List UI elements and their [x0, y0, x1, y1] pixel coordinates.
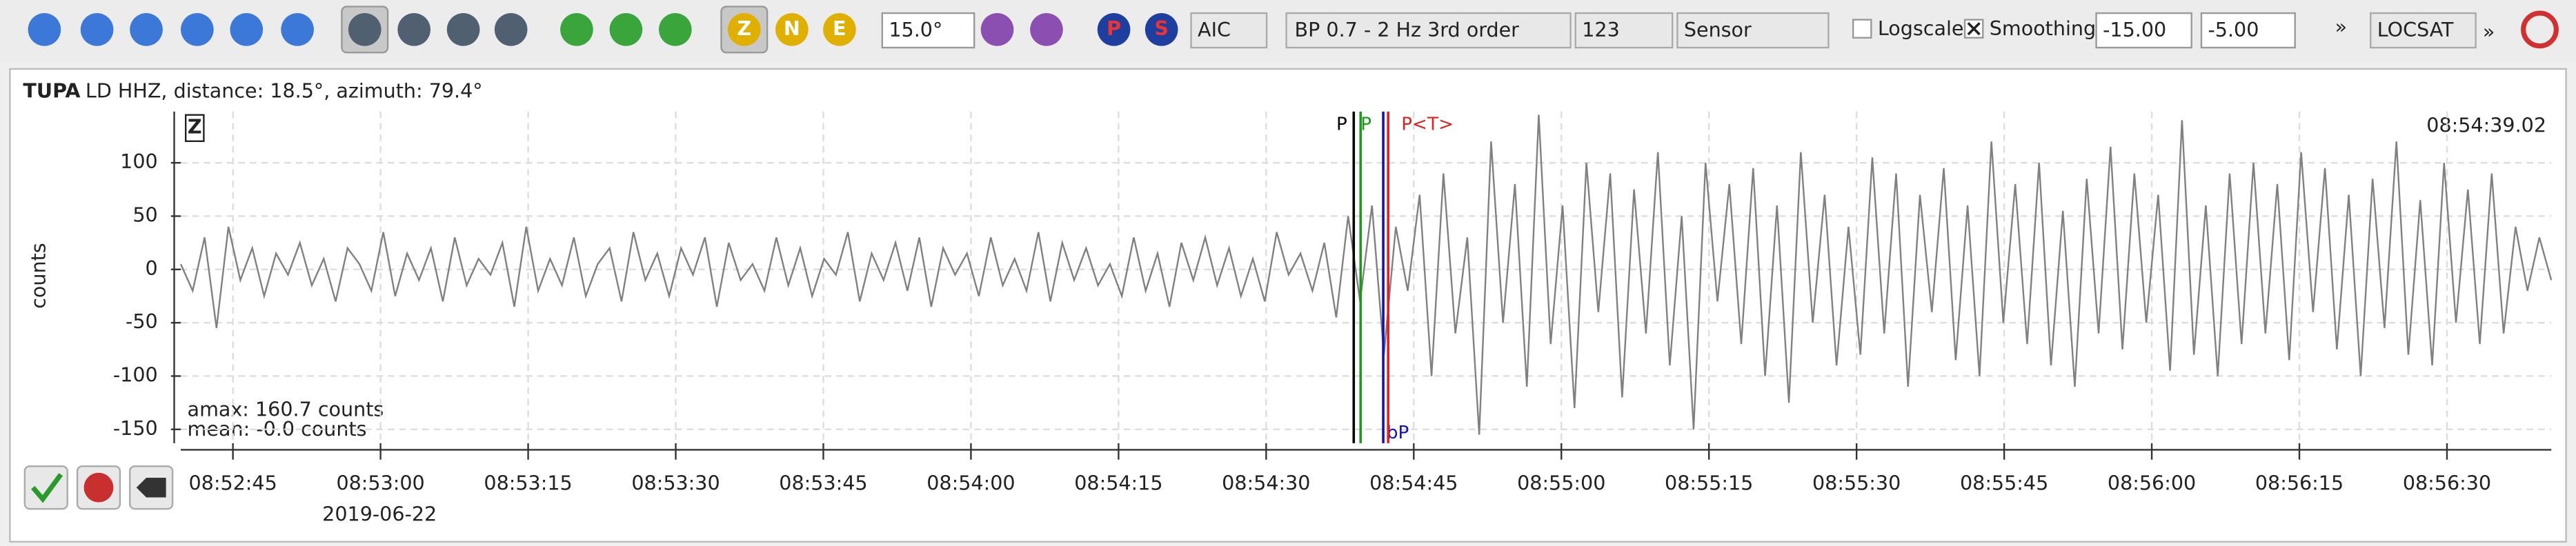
phase-label: P	[1107, 17, 1121, 40]
amax: amax: 160.7 counts	[188, 397, 384, 421]
spin-text: 15.0°	[889, 18, 942, 41]
phase-label: S	[1154, 17, 1169, 40]
check-icon	[31, 473, 63, 503]
component-label: N	[784, 17, 800, 40]
x-tick-label: 08:56:15	[2255, 471, 2344, 494]
x-tick-label: 08:56:00	[2108, 471, 2196, 494]
checkbox-label: Smoothing	[1990, 17, 2096, 40]
check-mark	[1967, 22, 1981, 36]
combo-text: AIC	[1198, 18, 1231, 41]
icon[interactable]	[397, 13, 430, 46]
phase-button[interactable]	[1097, 13, 1131, 46]
spin-box[interactable]	[2200, 12, 2296, 49]
reject-icon	[83, 472, 114, 503]
x-tick-label: 08:56:30	[2403, 471, 2491, 494]
x-tick-label: 08:54:30	[1222, 471, 1310, 494]
combo-box[interactable]	[2370, 12, 2477, 49]
x-tick-label: 08:55:45	[1960, 471, 2048, 494]
x-tick-label: 08:52:45	[189, 471, 277, 494]
y-tick-label: -50	[126, 310, 158, 333]
icon[interactable]	[281, 13, 314, 46]
component-button[interactable]	[823, 13, 856, 46]
pick-label: P	[1360, 114, 1371, 134]
icon[interactable]	[609, 13, 643, 46]
y-label: counts	[26, 243, 50, 308]
checkbox-label: Logscale	[1878, 17, 1964, 40]
y-tick-label: -150	[113, 416, 158, 440]
x-tick-label: 08:55:15	[1665, 471, 1753, 494]
combo-box[interactable]	[1285, 12, 1572, 49]
icon[interactable]	[1030, 13, 1063, 46]
icon[interactable]	[28, 13, 61, 46]
combo-box[interactable]	[1190, 12, 1268, 49]
component-button[interactable]	[727, 13, 761, 46]
x-tick-label: 08:53:45	[779, 471, 867, 494]
combo-text: LOCSAT	[2377, 18, 2454, 41]
component-label: E	[833, 17, 846, 40]
x-tick-label: 08:55:00	[1517, 471, 1605, 494]
combo-box[interactable]	[1574, 12, 1674, 49]
spin-text: -5.00	[2208, 18, 2259, 41]
icon[interactable]	[230, 13, 264, 46]
checkbox[interactable]	[1852, 19, 1872, 39]
component: Z	[188, 115, 202, 139]
pick-label: P<T>	[1401, 114, 1454, 134]
date: 2019-06-22	[322, 503, 437, 526]
spin-box[interactable]	[2095, 12, 2192, 49]
combo-box[interactable]	[1676, 12, 1830, 49]
combo-text: BP 0.7 - 2 Hz 3rd order	[1295, 18, 1520, 41]
plot-area	[181, 111, 2552, 443]
icon[interactable]	[181, 13, 214, 46]
x-tick-label: 08:53:15	[484, 471, 572, 494]
combo-text: 123	[1582, 18, 1620, 41]
component-box	[184, 114, 205, 142]
icon[interactable]	[348, 13, 382, 46]
overflow[interactable]: »	[2483, 20, 2495, 43]
phase-button[interactable]	[1145, 13, 1178, 46]
y-tick-label: 0	[146, 256, 158, 280]
trace-info: LD HHZ, distance: 18.5°, azimuth: 79.4°	[86, 79, 483, 102]
icon[interactable]	[980, 13, 1014, 46]
y-tick-label: 100	[120, 150, 158, 173]
icon[interactable]	[658, 13, 692, 46]
y-tick-label: -100	[113, 363, 158, 386]
icon[interactable]	[130, 13, 163, 46]
icon[interactable]	[494, 13, 528, 46]
x-tick-label: 08:54:00	[927, 471, 1015, 494]
component-button[interactable]	[775, 13, 809, 46]
icon[interactable]	[446, 13, 480, 46]
nav-icons: Z N E 15.0° P S AIC BP 0.7 - 2 Hz 3rd or…	[28, 6, 2559, 54]
combo-text: Sensor	[1684, 18, 1752, 41]
ref-time: 08:54:39.02	[2426, 113, 2546, 136]
spin-box[interactable]	[881, 12, 975, 49]
x-tick-label: 08:54:45	[1369, 471, 1458, 494]
spin-text: -15.00	[2103, 18, 2166, 41]
pick-label: P	[1336, 114, 1347, 134]
waveform	[179, 114, 2553, 435]
x-tick-label: 08:53:00	[336, 471, 424, 494]
icon[interactable]	[560, 13, 593, 46]
delete-icon	[136, 477, 166, 498]
y-tick-label: 50	[132, 203, 157, 226]
component-label: Z	[737, 17, 751, 40]
pick-label: bP	[1387, 423, 1409, 443]
x-tick-label: 08:55:30	[1812, 471, 1901, 494]
x-tick-label: 08:53:30	[631, 471, 720, 494]
station: TUPA	[23, 79, 80, 102]
icon[interactable]	[2521, 10, 2559, 49]
icon[interactable]	[80, 13, 114, 46]
overflow[interactable]: »	[2335, 14, 2347, 38]
plot: 100 50 0 -50 -100 -150 08:52:45 08:53:00 08:53:1…	[113, 111, 2553, 494]
accept-button[interactable]	[23, 465, 68, 510]
x-tick-label: 08:54:15	[1074, 471, 1162, 494]
